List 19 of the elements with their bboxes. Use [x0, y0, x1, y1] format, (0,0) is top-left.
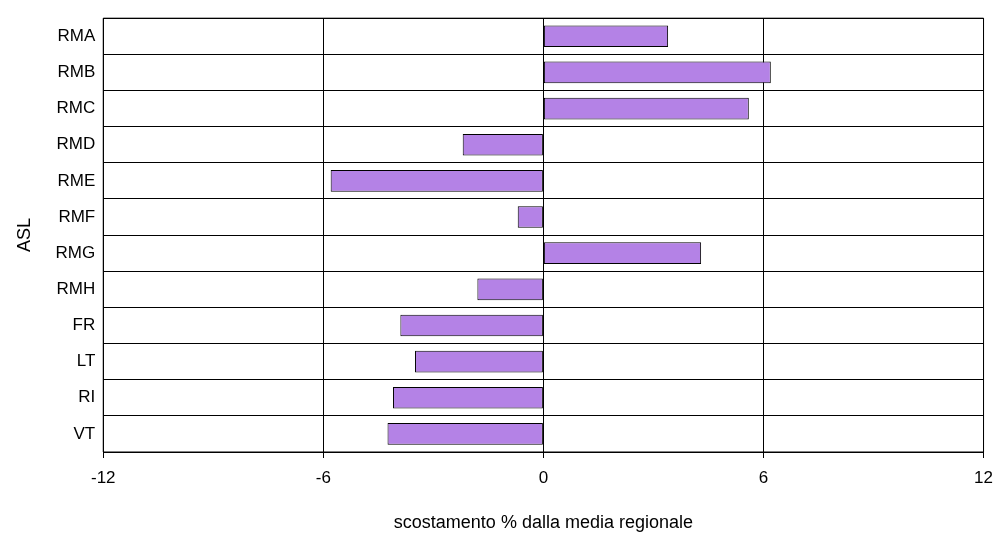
x-tick-label: -12 [90, 467, 116, 487]
y-tick-label: RMF [58, 206, 96, 226]
y-axis-title: ASL [13, 218, 34, 253]
x-tick-label: 6 [758, 467, 769, 487]
y-tick-label: RMG [55, 242, 96, 262]
x-tick-label: 12 [974, 467, 994, 487]
y-tick-label: RMC [56, 98, 96, 118]
y-tick-label: RMH [56, 279, 96, 299]
y-tick-label: FR [72, 315, 96, 335]
x-axis-title: scostamento % dalla media regionale [393, 512, 693, 533]
y-tick-label: RI [78, 387, 96, 407]
y-tick-label: RMB [57, 62, 96, 82]
y-tick-label: VT [73, 423, 96, 443]
y-tick-label: RMA [57, 25, 96, 45]
y-tick-label: LT [76, 351, 96, 371]
y-tick-label: RME [57, 170, 96, 190]
x-tick-label: -6 [315, 467, 331, 487]
x-tick-label: 0 [538, 467, 549, 487]
y-tick-label: RMD [56, 134, 96, 154]
